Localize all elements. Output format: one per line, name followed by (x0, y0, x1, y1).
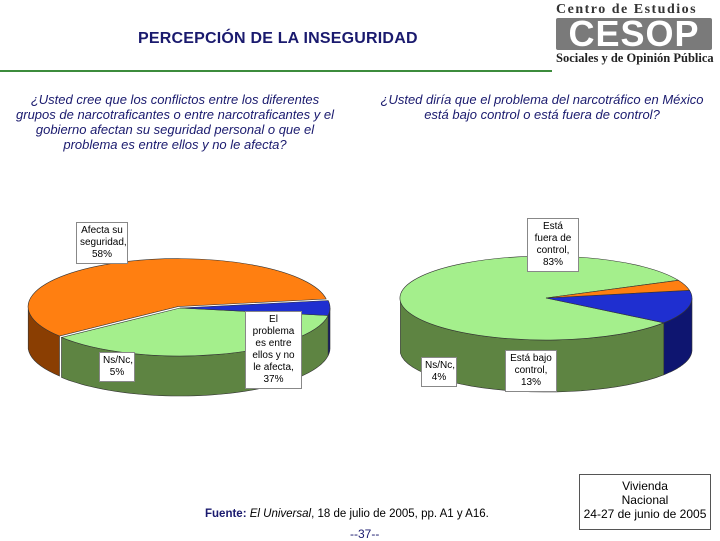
logo-bottom-text: Sociales y de Opinión Pública (556, 51, 714, 65)
pie2-label-fuera: Está fuera de control, 83% (527, 218, 579, 272)
survey-line-2: Nacional (621, 493, 669, 507)
survey-line-1: Vivienda (622, 479, 668, 493)
pie1-label-nsnc-text: Ns/Nc, (103, 355, 133, 366)
pie2-label-bajo: Está bajo control, 13% (505, 350, 557, 392)
pie2-label-nsnc-value: 4% (431, 372, 447, 383)
pie-2 (399, 255, 693, 393)
pie2-slice-0 (399, 255, 680, 341)
pie2-slice-2 (545, 279, 691, 299)
survey-box: Vivienda Nacional 24-27 de junio de 2005 (579, 474, 711, 530)
page-title: PERCEPCIÓN DE LA INSEGURIDAD (138, 30, 418, 47)
question-1: ¿Usted cree que los conflictos entre los… (16, 92, 334, 152)
pie1-label-nsnc-value: 5% (109, 367, 125, 378)
pie2-label-fuera-value: 83% (542, 257, 563, 268)
logo-mark-box: CESOP (556, 18, 712, 50)
pie2-label-nsnc-text: Ns/Nc, (425, 360, 455, 371)
pie2-label-fuera-text: Está fuera de control, (534, 221, 572, 256)
pie2-slice-1 (545, 289, 693, 324)
pie1-label-afecta: Afecta su seguridad, 58% (76, 222, 128, 264)
question-2: ¿Usted diría que el problema del narcotr… (380, 92, 704, 122)
pie1-label-problema-value: 37% (263, 374, 284, 385)
pie1-label-problema-text: El problema es entre ellos y no le afect… (252, 314, 295, 373)
page-number: --37-- (350, 527, 380, 541)
logo-mark-text: CESOP (568, 18, 700, 50)
cesop-logo: Centro de Estudios CESOP Sociales y de O… (554, 2, 716, 68)
pie2-label-bajo-text: Está bajo control, (510, 353, 552, 376)
pie2-label-nsnc: Ns/Nc, 4% (421, 357, 457, 387)
source-details: , 18 de julio de 2005, pp. A1 y A16. (311, 508, 489, 520)
source-line: Fuente: El Universal, 18 de julio de 200… (205, 508, 489, 520)
pie1-label-afecta-value: 58% (91, 249, 112, 260)
source-label: Fuente: (205, 508, 247, 520)
pie1-label-nsnc: Ns/Nc, 5% (99, 352, 135, 382)
logo-top-text: Centro de Estudios (556, 2, 698, 17)
pie1-label-problema: El problema es entre ellos y no le afect… (245, 311, 302, 389)
survey-line-3: 24-27 de junio de 2005 (583, 507, 707, 521)
pie2-label-bajo-value: 13% (520, 377, 541, 388)
pie1-label-afecta-text: Afecta su seguridad, (80, 225, 127, 248)
header-rule (0, 70, 552, 72)
source-publication: El Universal (249, 508, 312, 520)
